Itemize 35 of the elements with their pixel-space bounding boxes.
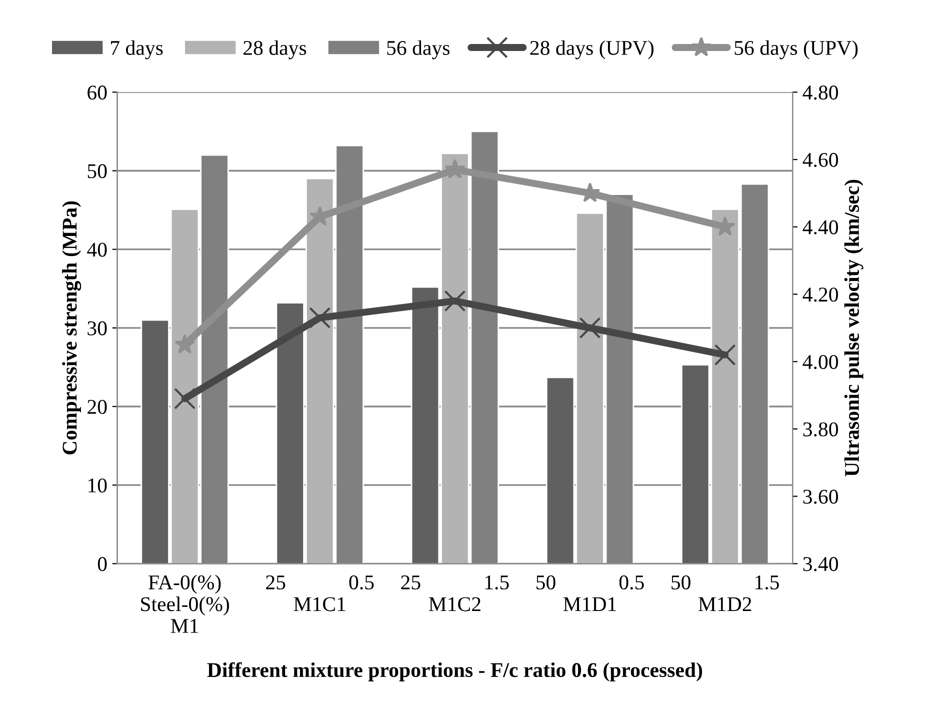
point	[714, 344, 736, 366]
x-tick-label: 50 0.5 M1D1	[536, 575, 644, 612]
y-tick-label: 60	[88, 86, 107, 100]
y-tick-label: 30	[88, 321, 107, 336]
point	[174, 334, 196, 354]
y2-axis-title: Ultrasonic pulse velocity (km/sec)	[844, 180, 864, 476]
x-tick-label: FA-0(%) Steel-0(%) M1	[141, 574, 229, 633]
legend-label: 28 days (UPV)	[530, 40, 654, 60]
y2-tick-label: 3.80	[803, 422, 838, 436]
y2-tick-label: 4.20	[802, 288, 838, 302]
x-tick-label: 50 1.5 M1D2	[672, 575, 779, 612]
y-tick-label: 10	[88, 478, 107, 493]
x-tick-label: 25 0.5 M1C1	[266, 575, 374, 612]
y2-tick-label: 4.00	[802, 354, 838, 370]
legend-label: 7 days	[111, 40, 163, 60]
y-tick-label: 50	[88, 164, 107, 178]
y2-tick-label: 3.40	[803, 557, 838, 572]
point	[444, 290, 466, 312]
point	[174, 388, 196, 410]
point	[309, 307, 331, 329]
x-axis-title: Different mixture proportions - F/c ratio 0.6 (processed)	[207, 662, 702, 682]
point	[444, 158, 466, 179]
x-tick-label: 25 1.5 M1C2	[401, 575, 509, 612]
y-tick-label: 40	[87, 242, 107, 257]
y2-tick-label: 4.80	[802, 86, 838, 100]
y-tick-label: 0	[98, 557, 107, 572]
legend-label: 56 days (UPV)	[734, 40, 858, 60]
y2-tick-label: 4.60	[802, 152, 838, 168]
y-axis-title: Compressive strength (MPa)	[62, 201, 82, 454]
legend-label: 28 days	[244, 40, 306, 60]
point	[579, 317, 601, 339]
y2-tick-label: 4.40	[802, 220, 838, 234]
y-tick-label: 20	[88, 400, 107, 414]
legend-label: 56 days	[387, 40, 450, 60]
y2-tick-label: 3.60	[803, 490, 838, 504]
